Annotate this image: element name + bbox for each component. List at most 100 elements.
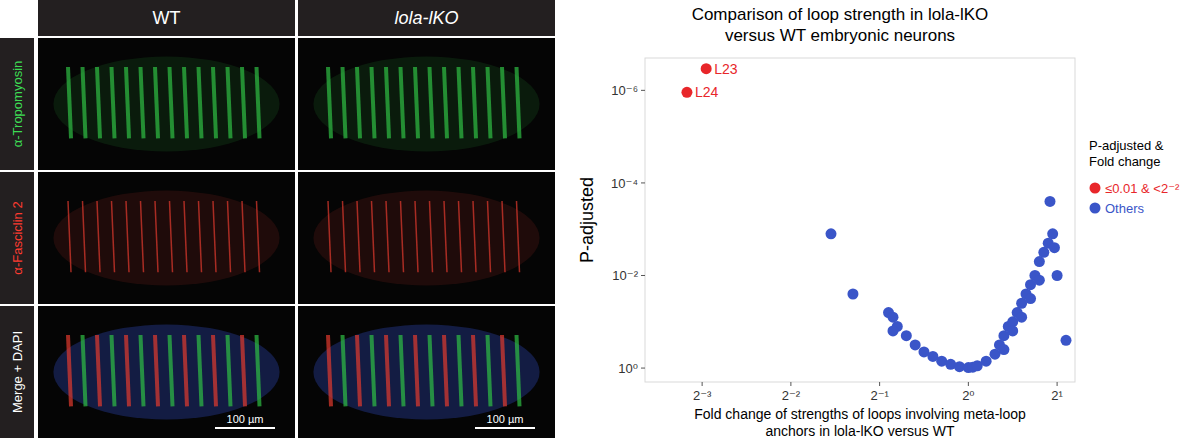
segment-stripe <box>488 67 491 138</box>
column-header: WT <box>153 8 181 28</box>
y-tick <box>641 182 645 183</box>
segment-stripe <box>401 201 404 272</box>
image-panel: WTlola-lKOα-Tropomyosinα-Fasciclin 2Merg… <box>0 0 555 438</box>
x-axis-title-line: anchors in lola-lKO versus WT <box>765 423 955 439</box>
point <box>1025 293 1036 304</box>
segment-stripe <box>459 201 462 272</box>
segment-stripe <box>170 67 173 138</box>
segment-stripe <box>502 67 505 138</box>
chart: Comparison of loop strength in lola-lKOv… <box>577 5 1180 439</box>
segment-stripe <box>415 201 418 272</box>
segment-stripe <box>141 67 144 138</box>
scale-bar <box>215 427 275 429</box>
micrograph <box>298 306 555 438</box>
segment-stripe <box>68 67 71 138</box>
y-tick-label: 10⁻⁴ <box>611 176 638 191</box>
segment-stripe <box>126 201 129 272</box>
row-label: Merge + DAPI <box>10 331 25 413</box>
segment-stripe <box>386 67 389 138</box>
legend-title-line: Fold change <box>1089 154 1161 169</box>
point <box>910 339 921 350</box>
legend-title: P-adjusted &Fold change <box>1089 138 1164 169</box>
segment-stripe <box>372 201 375 272</box>
segment-stripe <box>184 67 187 138</box>
segment-stripe <box>488 335 491 406</box>
segment-stripe <box>357 201 360 272</box>
segment-stripe <box>213 335 216 406</box>
point <box>847 288 858 299</box>
segment-stripe <box>97 201 100 272</box>
y-tick <box>641 275 645 276</box>
segment-stripe <box>459 335 462 406</box>
embryo <box>53 190 279 285</box>
x-tick <box>702 382 703 386</box>
scale-bar-label: 100 µm <box>227 413 264 425</box>
segment-stripe <box>343 201 346 272</box>
x-tick <box>1057 382 1058 386</box>
x-tick-label: 2⁻³ <box>693 388 712 403</box>
segment-stripe <box>184 201 187 272</box>
segment-stripe <box>502 335 505 406</box>
row-label-bg <box>0 172 34 304</box>
point <box>887 325 898 336</box>
micrograph <box>298 38 555 170</box>
segment-stripe <box>68 335 71 406</box>
segment-stripe <box>228 335 231 406</box>
segment-stripe <box>357 335 360 406</box>
x-tick <box>879 382 880 386</box>
scale-bar-label: 100 µm <box>487 413 524 425</box>
segment-stripe <box>488 201 491 272</box>
point <box>1007 325 1018 336</box>
plot-frame <box>645 58 1075 382</box>
segment-stripe <box>170 201 173 272</box>
legend-label: Others <box>1105 201 1145 216</box>
segment-stripe <box>141 201 144 272</box>
segment-stripe <box>199 201 202 272</box>
column-header-bg <box>298 0 555 36</box>
row-label-bg <box>0 306 34 438</box>
point <box>701 63 712 74</box>
point <box>1061 335 1072 346</box>
segment-stripe <box>444 67 447 138</box>
segment-stripe <box>126 67 129 138</box>
segment-stripe <box>257 335 260 406</box>
segment-stripe <box>112 67 115 138</box>
x-tick <box>790 382 791 386</box>
segment-stripe <box>430 335 433 406</box>
point-labels: L23L24 <box>695 61 738 101</box>
segment-stripe <box>343 67 346 138</box>
embryo <box>53 56 279 151</box>
point <box>825 228 836 239</box>
segment-stripe <box>415 67 418 138</box>
page: WTlola-lKOα-Tropomyosinα-Fasciclin 2Merg… <box>0 0 1200 440</box>
y-tick-label: 10⁻⁶ <box>611 83 638 98</box>
segment-stripe <box>184 335 187 406</box>
row-label: α-Fasciclin 2 <box>10 201 25 274</box>
chart-title: Comparison of loop strength in lola-lKOv… <box>692 5 989 45</box>
chart-title-line: Comparison of loop strength in lola-lKO <box>692 5 989 24</box>
point <box>681 87 692 98</box>
x-tick-label: 2⁻² <box>782 388 801 403</box>
segment-stripe <box>83 335 86 406</box>
row-label-bg <box>0 38 34 170</box>
point <box>1052 270 1063 281</box>
embryo <box>313 190 539 285</box>
segment-stripe <box>213 67 216 138</box>
segment-stripe <box>401 335 404 406</box>
point-label: L24 <box>695 84 719 100</box>
segment-stripe <box>473 201 476 272</box>
segment-stripe <box>517 67 520 138</box>
point <box>1047 228 1058 239</box>
legend-marker <box>1090 183 1101 194</box>
point <box>981 356 992 367</box>
segment-stripe <box>242 201 245 272</box>
scale-bar <box>475 427 535 429</box>
legend-marker <box>1090 203 1101 214</box>
segment-stripe <box>228 201 231 272</box>
segment-stripe <box>112 201 115 272</box>
segment-stripe <box>343 335 346 406</box>
point <box>998 344 1009 355</box>
y-tick <box>641 90 645 91</box>
segment-stripe <box>213 201 216 272</box>
point <box>1049 242 1060 253</box>
